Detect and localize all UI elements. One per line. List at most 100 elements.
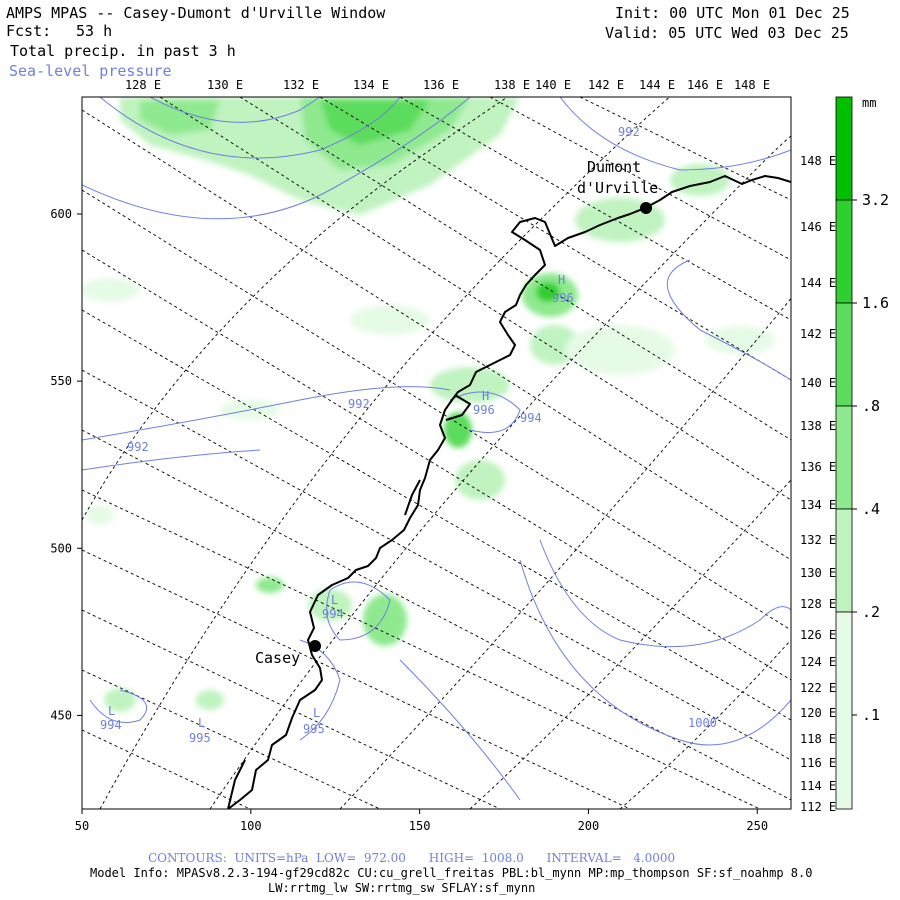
- lat-label-right: 144 E: [800, 276, 836, 290]
- x-tick-label: 150: [409, 819, 431, 833]
- pressure-mark: H: [558, 273, 565, 287]
- dumont-label-1: Dumont: [587, 158, 641, 176]
- grid-meridian: [82, 109, 791, 561]
- colorbar-label: .2: [862, 603, 880, 621]
- colorbar-label: 1.6: [862, 294, 889, 312]
- contour-info: CONTOURS: UNITS=hPa LOW= 972.00 HIGH= 10…: [148, 851, 676, 865]
- lat-label-right: 122 E: [800, 681, 836, 695]
- init-time: Init: 00 UTC Mon 01 Dec 25: [615, 4, 850, 22]
- pressure-contour: [82, 449, 261, 471]
- pressure-contours: [82, 97, 791, 801]
- x-tick-label: 100: [240, 819, 262, 833]
- lon-label-top: 130 E: [207, 78, 243, 92]
- lon-labels-top: 128 E 130 E 132 E 134 E 136 E 138 E 140 E 142 E…: [125, 78, 770, 92]
- y-tick-label: 500: [50, 541, 72, 555]
- pressure-mark: L: [108, 704, 115, 718]
- precip-cell-18: [82, 278, 140, 302]
- forecast-hours: 53 h: [76, 22, 113, 40]
- lon-label-top: 138 E: [494, 78, 530, 92]
- y-axis: 600 550 500 450: [50, 207, 82, 722]
- field-name: Total precip. in past 3 h: [10, 42, 236, 60]
- pressure-contour: [326, 581, 391, 641]
- pressure-label: 994: [322, 607, 344, 621]
- grid-meridian: [82, 669, 381, 809]
- precip-cell-6: [455, 460, 505, 500]
- x-axis: 50 100 150 200 250: [75, 809, 768, 833]
- colorbar-swatch: [835, 611, 853, 810]
- lat-label-right: 120 E: [800, 706, 836, 720]
- lat-label-right: 112 E: [800, 800, 836, 814]
- lon-label-top: 134 E: [353, 78, 389, 92]
- precip-area-nw: [140, 100, 220, 135]
- dumont-label-2: d'Urville: [577, 179, 658, 197]
- lat-label-right: 138 E: [800, 419, 836, 433]
- pressure-label: 992: [127, 440, 149, 454]
- pressure-contour: [99, 97, 401, 159]
- pressure-contour: [82, 386, 451, 441]
- pressure-label: 992: [348, 397, 370, 411]
- lon-label-top: 128 E: [125, 78, 161, 92]
- casey-label: Casey: [255, 649, 300, 667]
- lat-label-right: 136 E: [800, 460, 836, 474]
- lat-label-right: 140 E: [800, 376, 836, 390]
- pressure-contour: [89, 689, 148, 723]
- precip-cell-15: [350, 305, 430, 335]
- colorbar-swatch: [835, 96, 853, 201]
- lon-label-top: 140 E: [535, 78, 571, 92]
- coast-inlet: [445, 394, 471, 421]
- lon-label-top: 132 E: [283, 78, 319, 92]
- grid-meridian: [82, 489, 761, 809]
- pressure-contour: [82, 97, 471, 220]
- pressure-label: 1000: [688, 716, 717, 730]
- pressure-contour: [519, 559, 791, 746]
- lon-label-top: 136 E: [423, 78, 459, 92]
- casey-marker: [309, 640, 321, 652]
- grid-meridian: [319, 97, 791, 381]
- lat-label-right: 128 E: [800, 597, 836, 611]
- pressure-contour: [539, 539, 791, 648]
- lon-label-top: 148 E: [734, 78, 770, 92]
- coastline: [227, 175, 791, 809]
- pressure-mark: H: [482, 389, 489, 403]
- pressure-contour: [559, 97, 791, 171]
- precip-cell-11: [256, 577, 284, 593]
- x-tick-label: 50: [75, 819, 89, 833]
- grid-meridian: [82, 429, 791, 801]
- grid-meridian: [82, 369, 791, 761]
- precip-cell-10: [308, 589, 352, 621]
- coast-inlet: [227, 759, 246, 809]
- pressure-mark: L: [331, 593, 338, 607]
- grid-meridian: [82, 609, 501, 809]
- precip-cell-8: [670, 164, 730, 196]
- pressure-contour: [666, 259, 791, 381]
- lat-label-right: 146 E: [800, 220, 836, 234]
- pressure-label: 995: [303, 722, 325, 736]
- pressure-contour: [399, 659, 521, 801]
- pressure-label: 994: [100, 718, 122, 732]
- map-title: AMPS MPAS -- Casey-Dumont d'Urville Wind…: [6, 4, 386, 22]
- lat-labels-right: 148 E 146 E 144 E 142 E 140 E 138 E 136 E 134 E…: [800, 154, 836, 814]
- dumont-marker: [640, 202, 652, 214]
- grid-meridian: [159, 97, 791, 501]
- grid-parallel: [99, 97, 701, 809]
- pressure-label: 996: [473, 403, 495, 417]
- grid-parallel: [82, 97, 541, 521]
- grid-meridian: [82, 309, 791, 721]
- grid-parallel: [469, 479, 791, 809]
- colorbar: mm 3.2 1.6 .8 .4 .2 .1: [835, 96, 889, 810]
- lon-label-top: 144 E: [639, 78, 675, 92]
- y-tick-label: 550: [50, 374, 72, 388]
- lat-label-right: 116 E: [800, 756, 836, 770]
- colorbar-label: .4: [862, 500, 880, 518]
- grid-parallel: [209, 135, 791, 809]
- model-info: Model Info: MPASv8.2.3-194-gf29cd82c CU:…: [90, 866, 813, 880]
- colorbar-label: .1: [862, 706, 880, 724]
- precip-cell-17: [705, 326, 775, 354]
- pressure-mark: L: [313, 706, 320, 720]
- lat-label-right: 124 E: [800, 655, 836, 669]
- grid-meridian: [82, 729, 251, 809]
- colorbar-swatch: [835, 508, 853, 613]
- grid-meridian: [82, 549, 631, 809]
- pressure-contour: [449, 391, 521, 433]
